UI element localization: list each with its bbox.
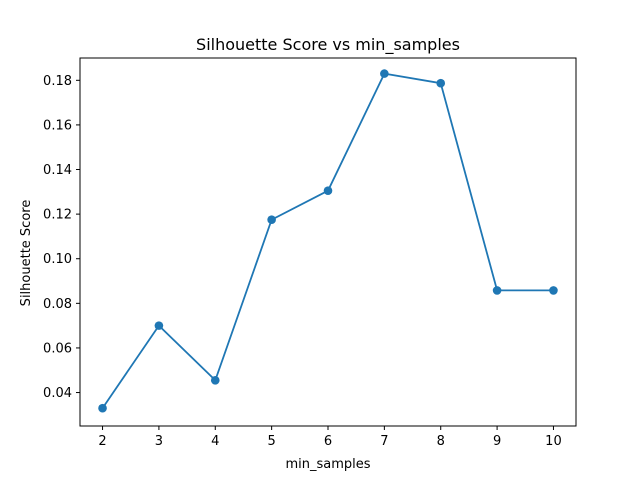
y-tick-label: 0.18: [43, 74, 72, 89]
x-tick-label: 8: [437, 434, 445, 449]
data-point: [549, 286, 558, 295]
x-axis-title: min_samples: [285, 457, 370, 472]
y-tick-label: 0.08: [43, 297, 72, 312]
data-point: [323, 186, 333, 196]
y-tick-label: 0.16: [43, 118, 72, 133]
y-tick-label: 0.10: [43, 252, 72, 267]
x-tick-label: 9: [493, 434, 501, 449]
y-tick-label: 0.14: [43, 163, 72, 178]
x-tick-label: 5: [267, 434, 275, 449]
y-axis: 0.04 0.06 0.08 0.10 0.12 0.14 0.16 0.18: [43, 74, 80, 401]
x-axis: 2 3 4 5 6 7 8 9 10: [98, 426, 562, 449]
x-tick-label: 2: [98, 434, 106, 449]
y-tick-label: 0.04: [43, 386, 72, 401]
plot-area: [79, 57, 577, 427]
x-tick-label: 3: [155, 434, 163, 449]
x-tick-label: 10: [545, 434, 562, 449]
data-point: [210, 375, 220, 385]
y-axis-title: Silhouette Score: [19, 200, 34, 307]
y-tick-label: 0.06: [43, 341, 72, 356]
data-point: [380, 69, 389, 78]
x-tick-label: 6: [324, 434, 332, 449]
data-point: [154, 321, 164, 330]
x-tick-label: 4: [211, 434, 219, 449]
data-point: [492, 286, 502, 295]
data-point: [267, 215, 276, 224]
data-point: [98, 403, 107, 413]
y-tick-label: 0.12: [43, 208, 72, 223]
chart-title: Silhouette Score vs min_samples: [196, 35, 460, 55]
x-tick-label: 7: [380, 434, 388, 449]
data-point: [436, 78, 446, 88]
